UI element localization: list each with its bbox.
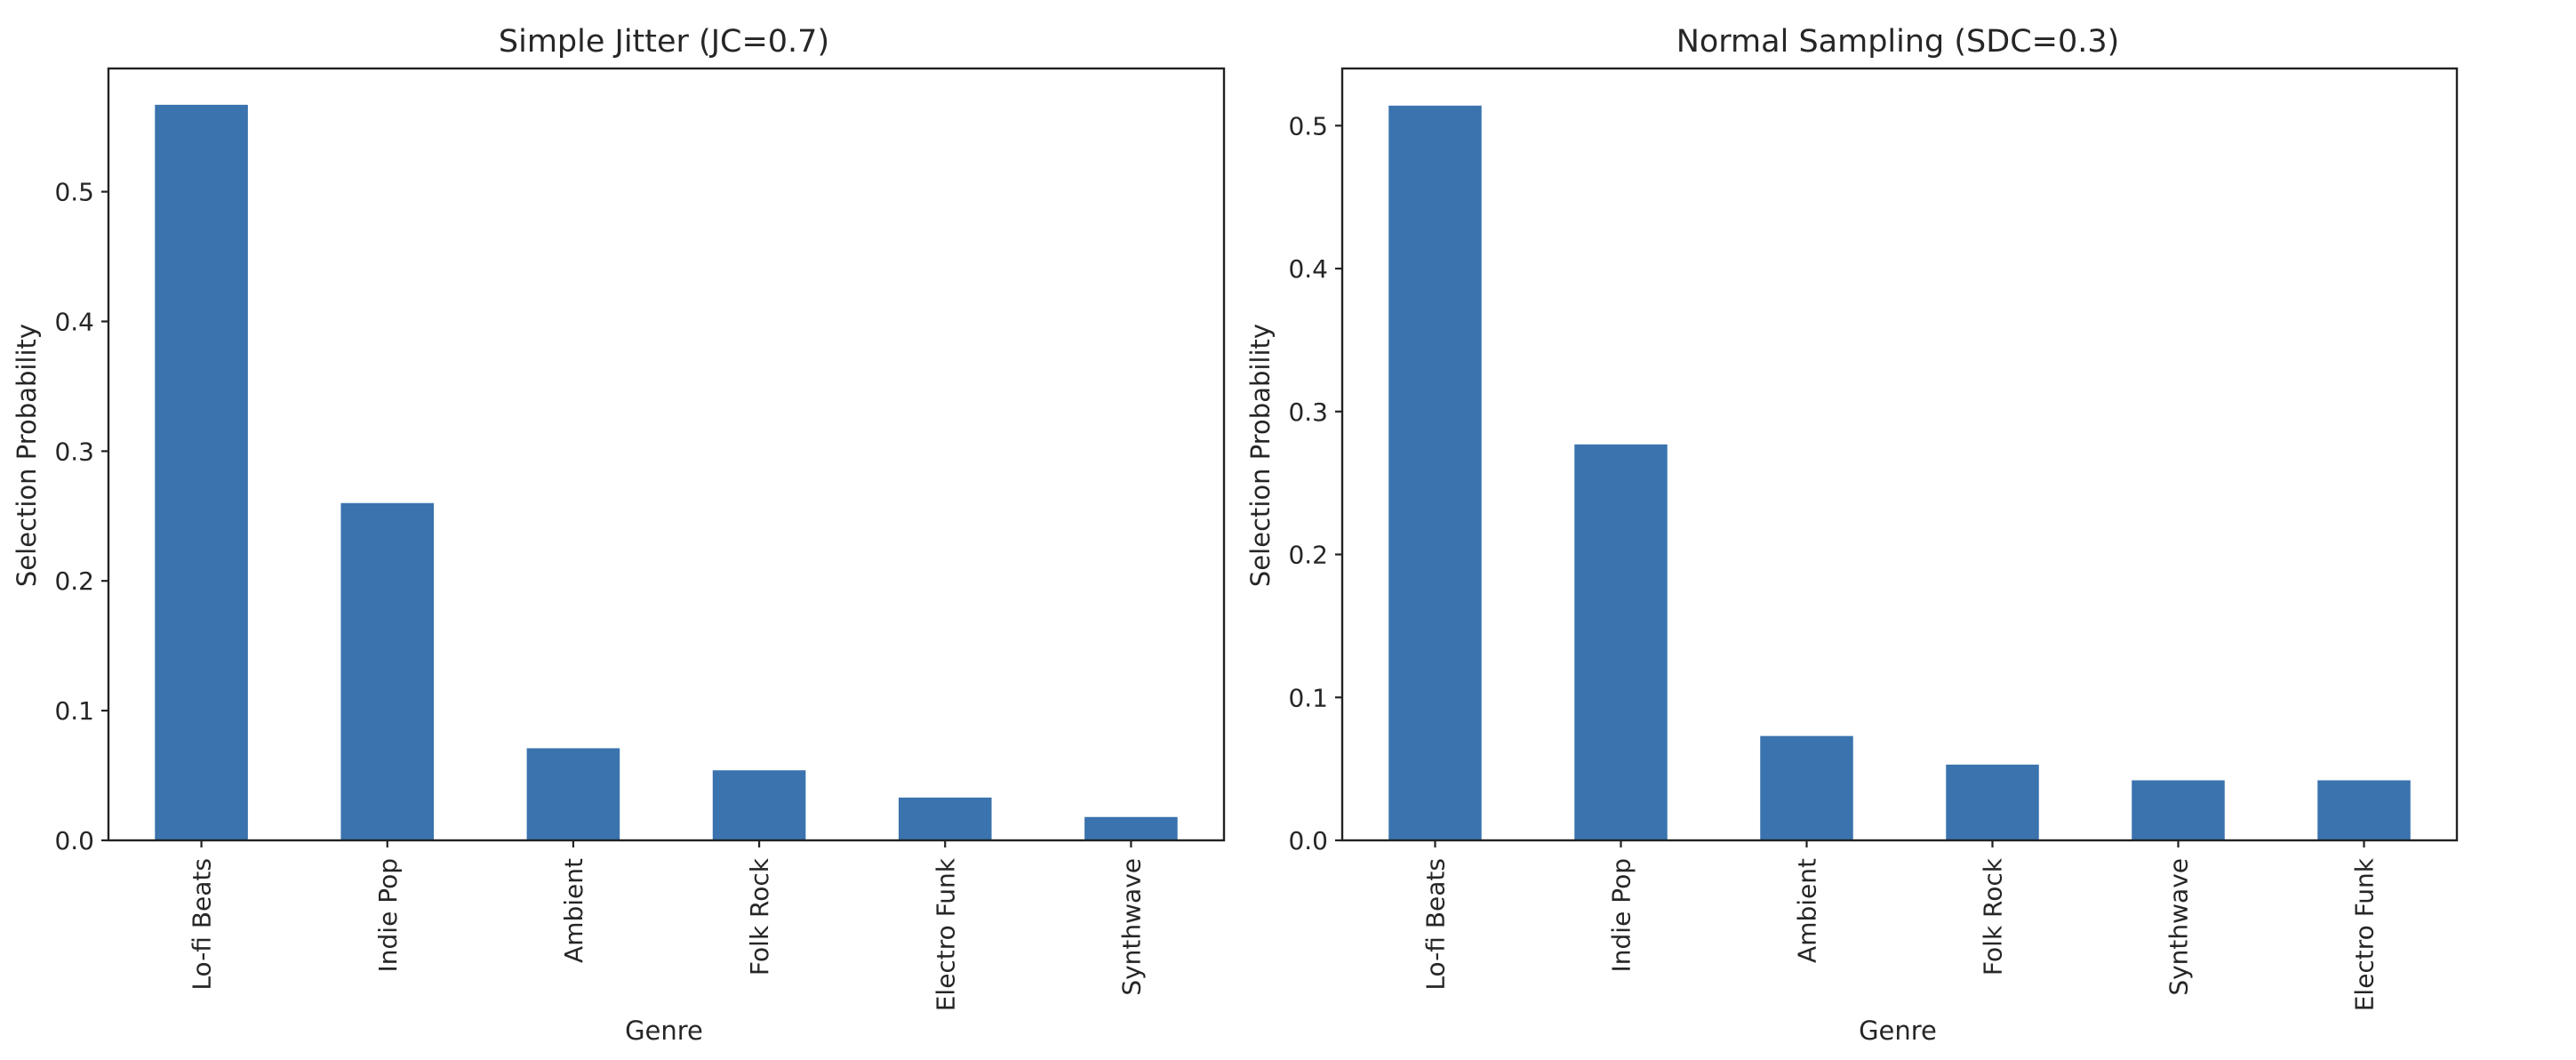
x-tick-label: Lo-fi Beats	[188, 858, 217, 991]
x-tick-label: Synthwave	[2164, 858, 2194, 996]
bar	[2317, 780, 2411, 840]
chart-simple-jitter: Simple Jitter (JC=0.7) Selection Probabi…	[12, 24, 1226, 1046]
x-tick-label: Folk Rock	[1979, 857, 2008, 976]
y-tick-label: 0.5	[1288, 111, 1328, 141]
y-tick-label: 0.5	[54, 178, 94, 207]
y-tick-label: 0.4	[1288, 254, 1328, 284]
y-tick-label: 0.1	[1288, 683, 1328, 712]
bar	[898, 797, 992, 840]
bar	[1388, 105, 1482, 840]
y-tick-label: 0.3	[54, 437, 94, 466]
chart-normal-sampling: Normal Sampling (SDC=0.3) Selection Prob…	[1245, 24, 2459, 1046]
y-ticks: 0.0 0.1 0.2 0.3 0.4 0.5	[1288, 111, 1342, 855]
bar	[712, 770, 806, 840]
bar	[1084, 816, 1178, 840]
bar	[526, 748, 620, 840]
x-tick-label: Indie Pop	[373, 858, 403, 972]
bars	[1388, 105, 2411, 840]
y-ticks: 0.0 0.1 0.2 0.3 0.4 0.5	[54, 178, 108, 855]
x-tick-label: Ambient	[559, 858, 588, 963]
plot-frame	[107, 67, 1226, 842]
y-tick-label: 0.2	[1288, 541, 1328, 570]
x-tick-label: Folk Rock	[745, 857, 774, 976]
bar	[2132, 780, 2225, 840]
bar	[1574, 444, 1668, 840]
bar	[1946, 764, 2039, 840]
x-ticks: Lo-fi Beats Indie Pop Ambient Folk Rock Elec…	[188, 840, 1146, 1011]
y-tick-label: 0.3	[1288, 398, 1328, 427]
x-tick-label: Ambient	[1793, 858, 1822, 963]
chart-title: Simple Jitter (JC=0.7)	[499, 24, 829, 60]
y-axis-label: Selection Probability	[12, 324, 42, 587]
x-axis-label: Genre	[625, 1016, 703, 1046]
y-tick-label: 0.4	[54, 307, 94, 336]
chart-title: Normal Sampling (SDC=0.3)	[1676, 24, 2120, 60]
y-axis-label: Selection Probability	[1245, 324, 1276, 587]
y-tick-label: 0.2	[54, 566, 94, 596]
y-tick-label: 0.1	[54, 696, 94, 726]
y-tick-label: 0.0	[54, 826, 94, 855]
bars	[155, 104, 1178, 841]
bar	[155, 104, 248, 841]
bar	[1760, 735, 1853, 840]
x-ticks: Lo-fi Beats Indie Pop Ambient Folk Rock Synt…	[1421, 840, 2380, 1011]
x-tick-label: Lo-fi Beats	[1421, 858, 1451, 991]
plot-frame	[1340, 67, 2459, 842]
x-tick-label: Electro Funk	[931, 857, 960, 1011]
bar	[340, 502, 435, 840]
x-tick-label: Synthwave	[1116, 858, 1146, 996]
x-tick-label: Indie Pop	[1607, 858, 1636, 972]
y-tick-label: 0.0	[1288, 826, 1328, 855]
x-tick-label: Electro Funk	[2350, 857, 2380, 1011]
x-axis-label: Genre	[1859, 1016, 1937, 1046]
